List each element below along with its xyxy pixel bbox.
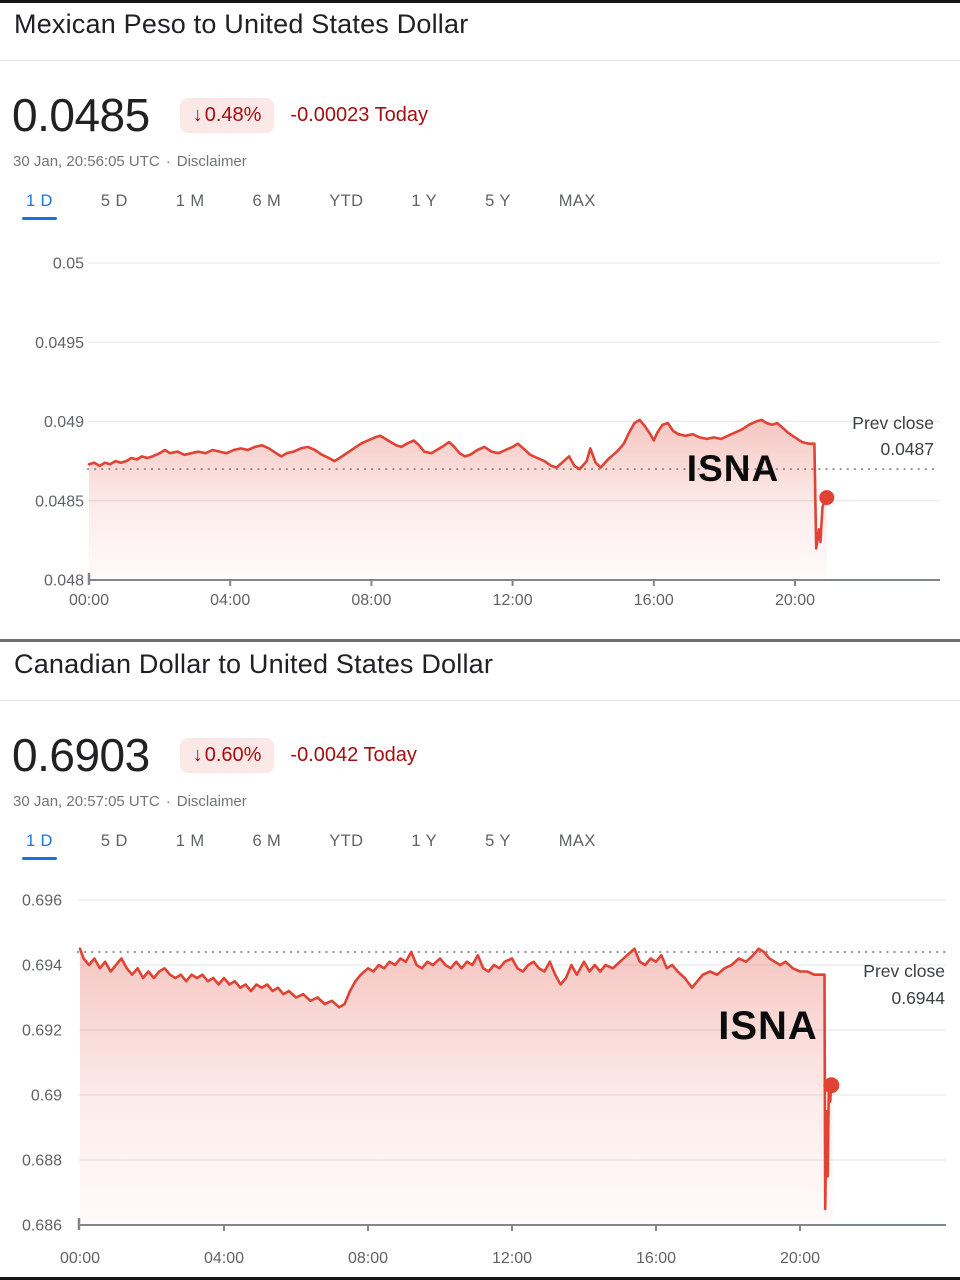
tab-1d[interactable]: 1 D — [22, 192, 57, 220]
x-tick-label: 20:00 — [775, 592, 815, 609]
range-tabs: 1 D 5 D 1 M 6 M YTD 1 Y 5 Y MAX — [22, 832, 596, 860]
price-line — [87, 418, 829, 550]
price-row: 0.6903 ↓ 0.60% -0.0042 Today — [12, 729, 417, 781]
y-axis-label: 0.049 — [44, 414, 84, 431]
area-fill — [89, 419, 827, 580]
y-axis-label: 0.686 — [22, 1218, 62, 1235]
watermark-isna: ISNA — [718, 1004, 818, 1048]
timestamp: 30 Jan, 20:57:05 UTC — [13, 793, 160, 810]
y-axis-label: 0.69 — [31, 1088, 62, 1105]
x-tick-label: 08:00 — [348, 1250, 388, 1267]
price-row: 0.0485 ↓ 0.48% -0.00023 Today — [12, 89, 428, 141]
change-absolute: -0.00023 Today — [290, 103, 428, 126]
arrow-down-icon: ↓ — [192, 103, 203, 126]
change-percent: 0.48% — [204, 103, 262, 126]
current-point-dot — [819, 490, 835, 506]
prev-close-label: Prev close — [852, 413, 934, 433]
tab-1y[interactable]: 1 Y — [411, 192, 438, 210]
tab-1d[interactable]: 1 D — [22, 832, 57, 860]
y-axis-label: 0.0495 — [35, 335, 84, 352]
change-percent: 0.60% — [204, 743, 262, 766]
x-tick-label: 00:00 — [60, 1250, 100, 1267]
current-price: 0.0485 — [12, 89, 150, 141]
area-fill — [80, 948, 833, 1225]
title-divider — [0, 700, 960, 701]
y-axis-label: 0.696 — [22, 893, 62, 910]
tab-max[interactable]: MAX — [558, 192, 596, 210]
title-divider — [0, 60, 960, 61]
tab-6m[interactable]: 6 M — [252, 832, 282, 850]
x-tick-label: 00:00 — [69, 592, 109, 609]
meta-row: 30 Jan, 20:57:05 UTC · Disclaimer — [13, 793, 247, 810]
x-tick-label: 08:00 — [351, 592, 391, 609]
chart-cad-usd[interactable]: 0.696 0.694 0.692 0.69 0.688 0.686 00:00 04:00 0… — [0, 873, 960, 1278]
y-axis-label: 0.05 — [53, 256, 84, 273]
change-percent-badge: ↓ 0.48% — [179, 97, 275, 133]
section-cad-usd: Canadian Dollar to United States Dollar … — [0, 643, 960, 1277]
tab-1y[interactable]: 1 Y — [411, 832, 438, 850]
prev-close-label: Prev close — [863, 961, 945, 981]
x-tick-label: 16:00 — [634, 592, 674, 609]
current-point-dot — [823, 1077, 840, 1094]
x-tick-label: 20:00 — [780, 1250, 820, 1267]
tab-5d[interactable]: 5 D — [100, 832, 128, 850]
price-line — [78, 947, 834, 1211]
x-tick-label: 04:00 — [210, 592, 250, 609]
tab-ytd[interactable]: YTD — [329, 832, 364, 850]
change-absolute: -0.0042 Today — [290, 743, 417, 766]
prev-close-value: 0.6944 — [891, 988, 945, 1008]
y-axis-label: 0.694 — [22, 958, 62, 975]
dot-separator: · — [165, 793, 171, 810]
tab-1m[interactable]: 1 M — [175, 192, 205, 210]
page-title: Mexican Peso to United States Dollar — [14, 9, 469, 39]
disclaimer-link[interactable]: Disclaimer — [176, 153, 247, 170]
tab-5y[interactable]: 5 Y — [485, 192, 511, 210]
x-tick-label: 12:00 — [492, 1250, 532, 1267]
y-axis-label: 0.0485 — [35, 493, 84, 510]
page-title: Canadian Dollar to United States Dollar — [14, 649, 494, 679]
chart-mxn-usd[interactable]: 0.05 0.0495 0.049 0.0485 0.048 00:00 04:00 08:0… — [0, 243, 960, 628]
watermark-isna: ISNA — [687, 448, 779, 489]
section-divider — [0, 639, 960, 642]
y-axis-label: 0.048 — [44, 573, 84, 590]
section-mxn-usd: Mexican Peso to United States Dollar 0.0… — [0, 3, 960, 637]
meta-row: 30 Jan, 20:56:05 UTC · Disclaimer — [13, 153, 247, 170]
tab-5y[interactable]: 5 Y — [485, 832, 511, 850]
timestamp: 30 Jan, 20:56:05 UTC — [13, 153, 160, 170]
current-price: 0.6903 — [12, 729, 150, 781]
y-axis-label: 0.692 — [22, 1023, 62, 1040]
x-tick-label: 12:00 — [493, 592, 533, 609]
x-tick-label: 04:00 — [204, 1250, 244, 1267]
prev-close-value: 0.0487 — [880, 439, 934, 459]
range-tabs: 1 D 5 D 1 M 6 M YTD 1 Y 5 Y MAX — [22, 192, 596, 220]
disclaimer-link[interactable]: Disclaimer — [176, 793, 247, 810]
y-axis-label: 0.688 — [22, 1153, 62, 1170]
arrow-down-icon: ↓ — [192, 743, 203, 766]
tab-ytd[interactable]: YTD — [329, 192, 364, 210]
tab-6m[interactable]: 6 M — [252, 192, 282, 210]
tab-max[interactable]: MAX — [558, 832, 596, 850]
change-percent-badge: ↓ 0.60% — [179, 737, 275, 773]
tab-1m[interactable]: 1 M — [175, 832, 205, 850]
x-tick-label: 16:00 — [636, 1250, 676, 1267]
dot-separator: · — [165, 153, 171, 170]
tab-5d[interactable]: 5 D — [100, 192, 128, 210]
